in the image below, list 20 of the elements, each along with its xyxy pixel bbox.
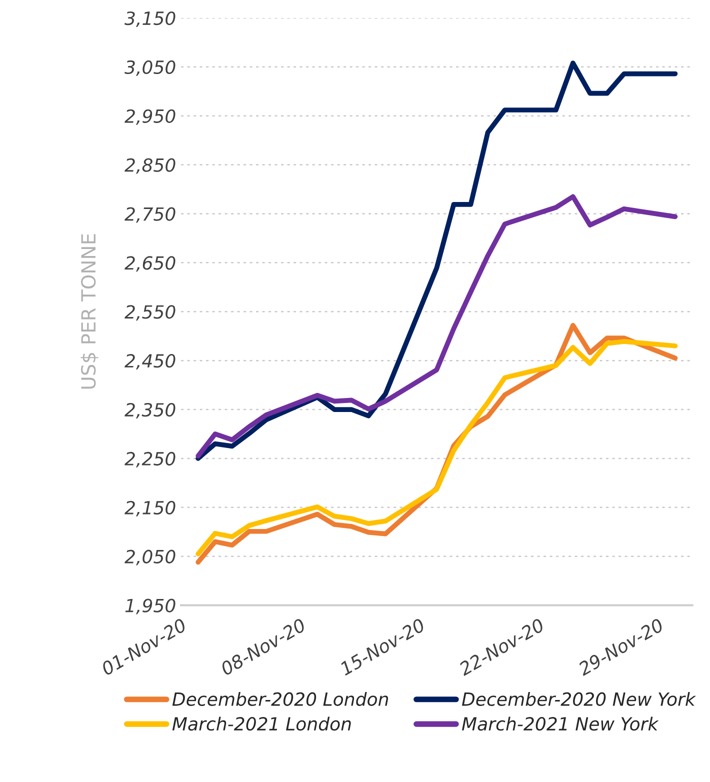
y-tick-label: 1,950 — [125, 598, 176, 614]
line-series — [196, 60, 678, 461]
line-series — [196, 194, 678, 458]
y-tick-label: 2,350 — [124, 402, 176, 418]
legend-label: December-2020 New York — [462, 692, 696, 706]
y-tick-label: 2,250 — [124, 452, 176, 468]
y-tick-label: 2,750 — [124, 207, 176, 223]
legend-label: December-2020 London — [172, 692, 388, 706]
y-tick-label: 2,150 — [124, 500, 176, 516]
y-tick-label: 2,850 — [124, 158, 176, 174]
y-axis-title: US$ PER TONNE — [80, 234, 98, 389]
legend-label: March-2021 New York — [462, 716, 659, 731]
y-tick-label: 3,050 — [124, 60, 176, 76]
y-tick-label: 2,050 — [124, 550, 176, 566]
y-tick-label: 2,450 — [124, 354, 176, 370]
y-tick-label: 3,150 — [124, 11, 176, 27]
y-tick-label: 2,950 — [124, 109, 176, 125]
y-tick-label: 2,550 — [124, 305, 176, 321]
legend-label: March-2021 London — [172, 716, 351, 731]
y-tick-label: 2,650 — [124, 256, 176, 272]
